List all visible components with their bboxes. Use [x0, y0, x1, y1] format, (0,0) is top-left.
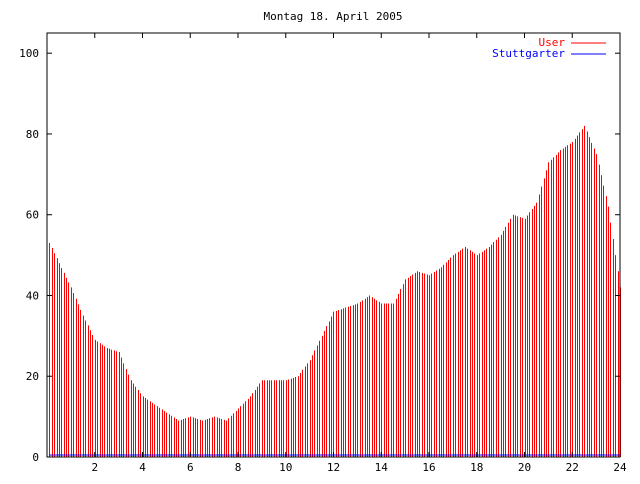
y-tick-label: 100: [19, 47, 39, 60]
x-tick-label: 18: [470, 461, 483, 474]
x-tick-label: 2: [91, 461, 98, 474]
x-tick-label: 22: [566, 461, 579, 474]
y-tick-label: 60: [26, 209, 39, 222]
chart-title: Montag 18. April 2005: [263, 10, 402, 23]
x-axis: 2 4 6 8 10 12 14 16 18 20 22 24: [91, 33, 627, 474]
legend: User Stuttgarter: [492, 36, 606, 60]
y-tick-label: 40: [26, 289, 39, 302]
x-tick-label: 20: [518, 461, 531, 474]
x-tick-label: 16: [422, 461, 435, 474]
x-tick-label: 6: [187, 461, 194, 474]
x-tick-label: 14: [375, 461, 389, 474]
y-axis: 0 20 40 60 80 100: [19, 47, 620, 464]
legend-stuttgarter-label: Stuttgarter: [492, 47, 565, 60]
legend-user-label: User: [539, 36, 566, 49]
x-tick-label: 10: [279, 461, 292, 474]
x-tick-label: 4: [139, 461, 146, 474]
x-tick-label: 8: [235, 461, 242, 474]
user-bars-group: [49, 125, 621, 457]
y-tick-label: 20: [26, 370, 39, 383]
x-tick-label: 24: [613, 461, 627, 474]
x-tick-label: 12: [327, 461, 340, 474]
y-tick-label: 80: [26, 128, 39, 141]
y-tick-label: 0: [32, 451, 39, 464]
